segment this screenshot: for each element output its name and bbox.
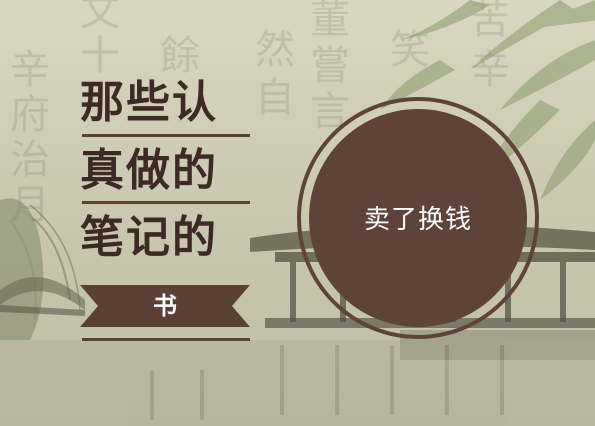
- willow-tree: [0, 198, 81, 340]
- ribbon-label: 书: [153, 292, 177, 320]
- water-reflection: [0, 340, 595, 426]
- background-char: 然: [255, 27, 295, 73]
- background-char: 嘗: [310, 43, 350, 89]
- background-char: 治: [10, 137, 50, 183]
- title-divider: [82, 201, 250, 204]
- title-line-3: 笔记的: [80, 212, 218, 263]
- background-char: 府: [10, 92, 50, 138]
- background-char: 餘: [160, 33, 200, 79]
- background-char: 文: [80, 0, 120, 35]
- ribbon-banner: [80, 285, 250, 327]
- background-char: 董: [310, 0, 350, 43]
- background-char: 月: [10, 182, 50, 228]
- background-char: 自: [255, 75, 295, 121]
- arched-bridge: [0, 277, 85, 316]
- bamboo-leaves: [380, 0, 595, 200]
- background-char: 辛: [10, 47, 50, 93]
- title-divider: [82, 338, 250, 341]
- title-line-2: 真做的: [80, 145, 218, 196]
- badge-circle: [297, 97, 539, 339]
- title-divider: [82, 134, 250, 137]
- title-line-1: 那些认: [80, 77, 218, 128]
- background-char: 十: [80, 33, 120, 79]
- badge-label: 卖了换钱: [363, 205, 472, 235]
